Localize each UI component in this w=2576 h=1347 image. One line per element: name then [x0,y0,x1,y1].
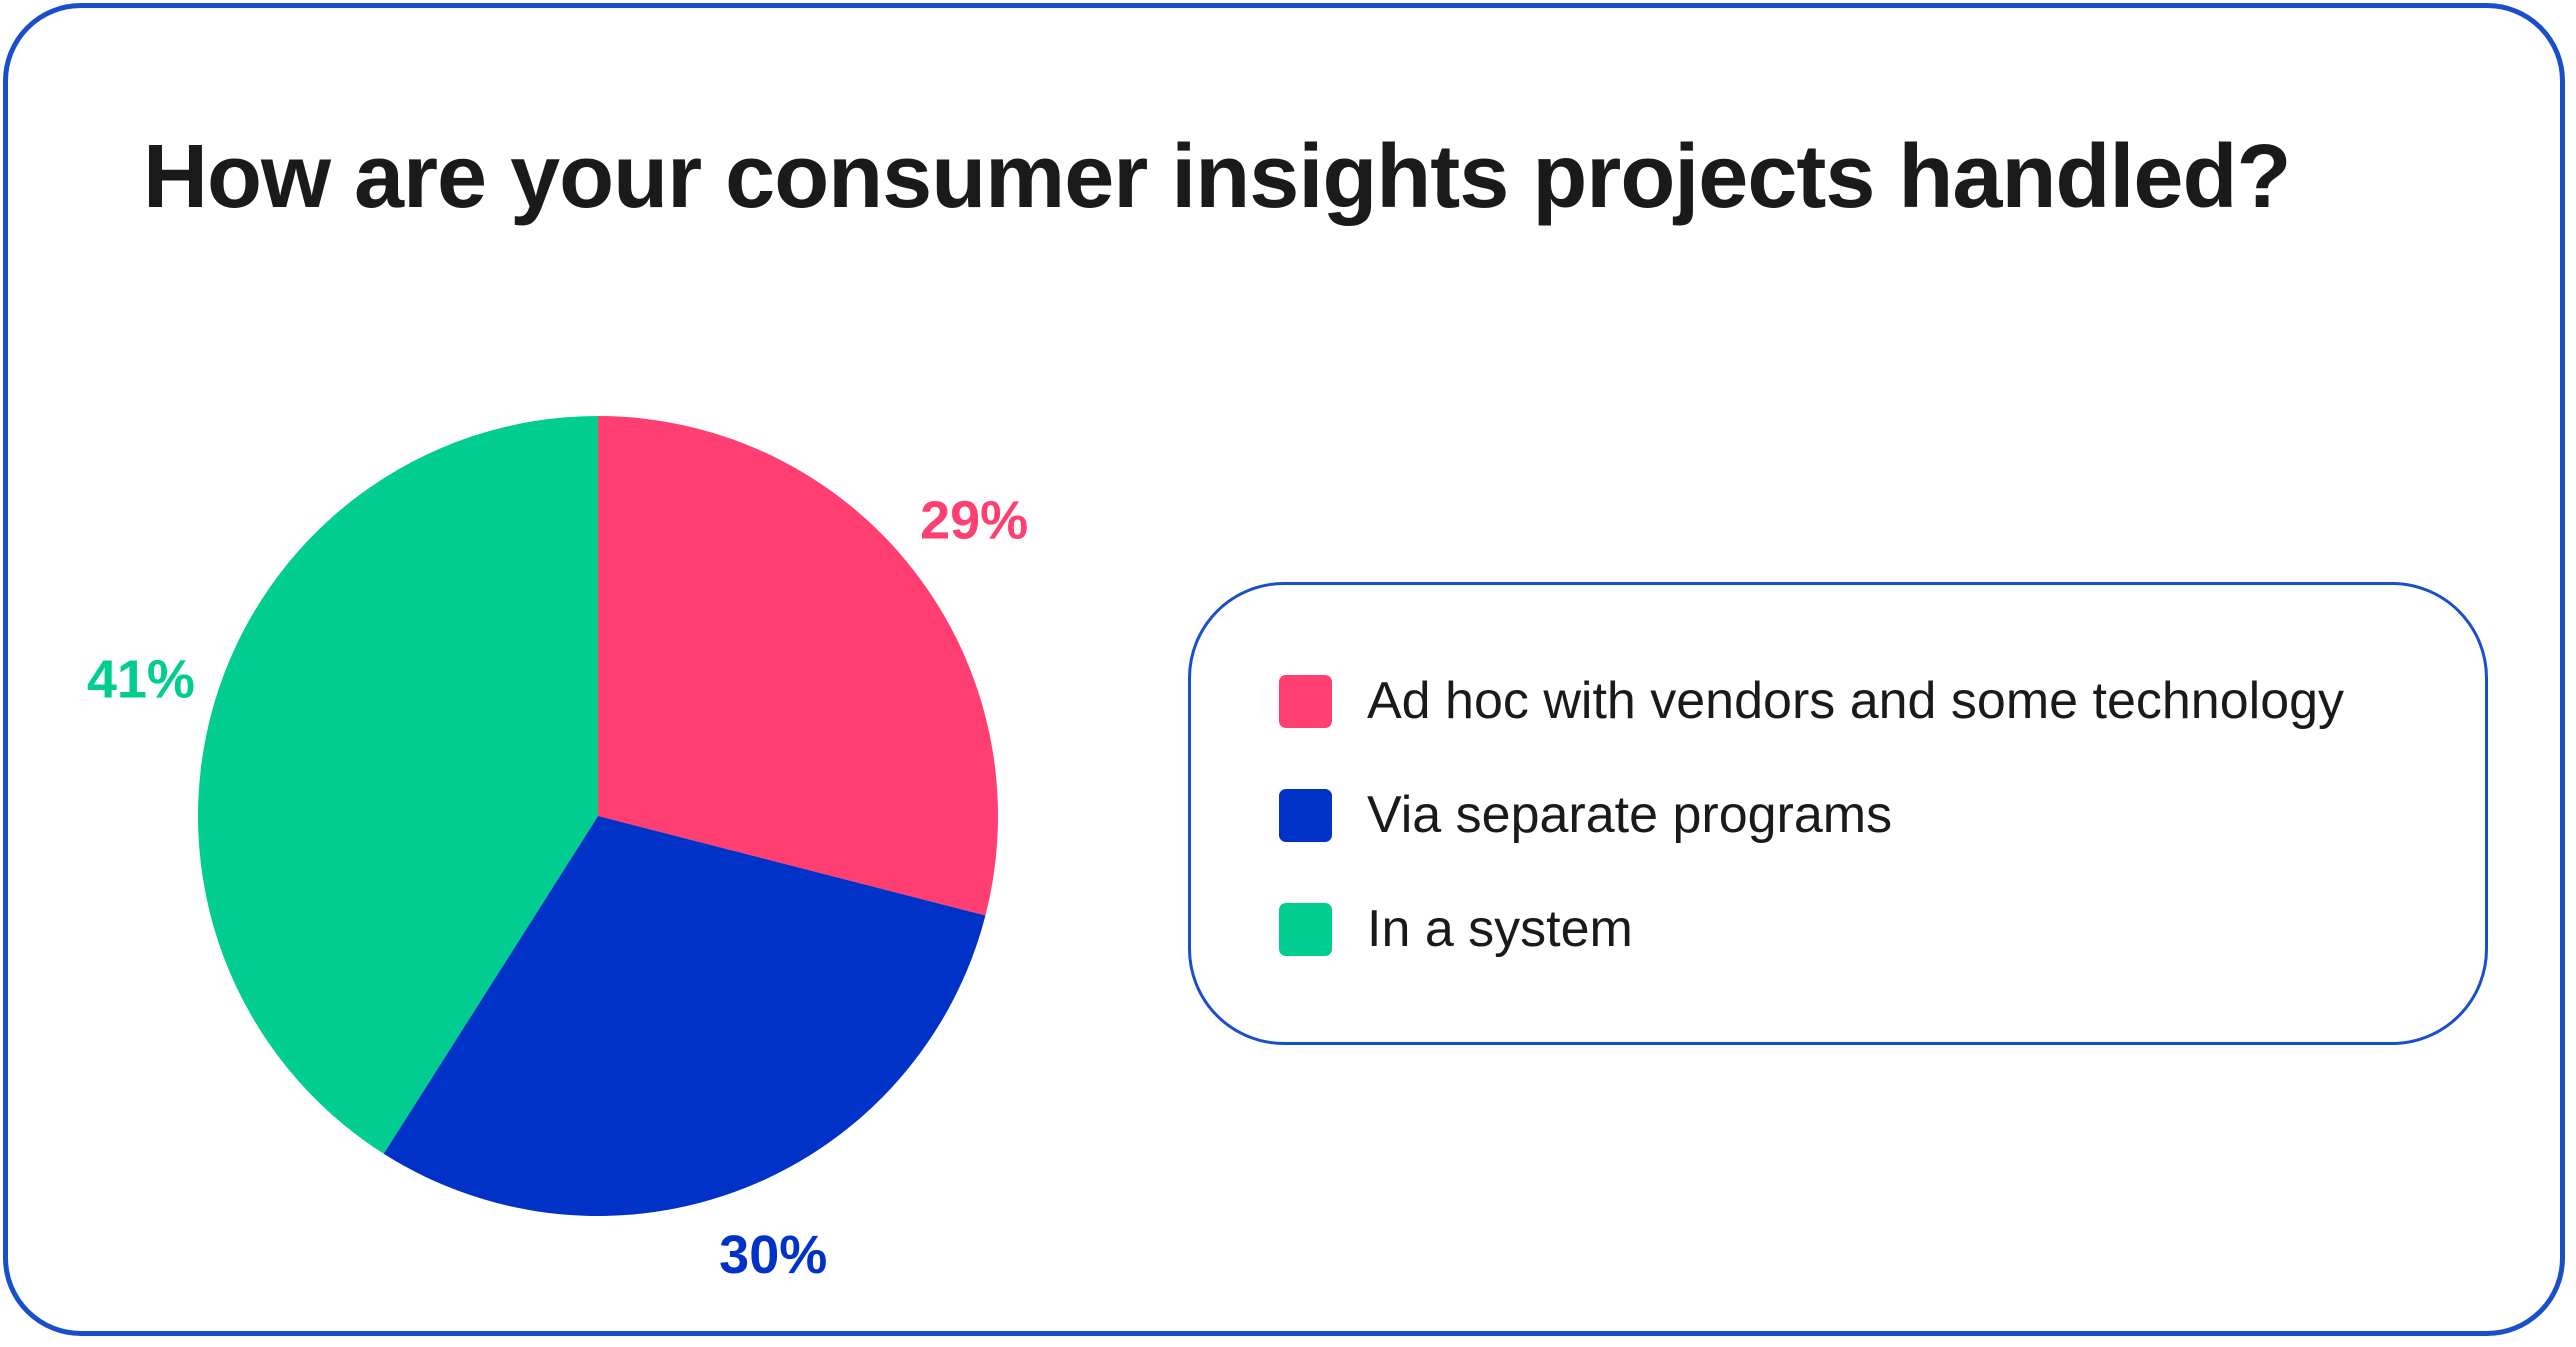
pie-slice-ad-hoc [598,416,998,916]
pie-label-system: 41% [87,649,195,709]
legend-item-separate-programs: Via separate programs [1279,785,1892,845]
pie-chart: 29% 30% 41% [87,416,1028,1285]
pie-label-separate-programs: 30% [719,1225,827,1285]
pie-slice-system [198,416,598,1154]
pie-slice-separate-programs [383,816,986,1216]
legend: Ad hoc with vendors and some technology … [1188,582,2488,1045]
legend-item-ad-hoc: Ad hoc with vendors and some technology [1279,671,2344,731]
legend-item-system: In a system [1279,899,1633,959]
chart-title: How are your consumer insights projects … [143,127,2291,227]
pie-label-ad-hoc: 29% [920,491,1028,551]
legend-swatch-ad-hoc [1279,674,1332,728]
chart-card: How are your consumer insights projects … [3,3,2565,1336]
legend-label-ad-hoc: Ad hoc with vendors and some technology [1367,672,2345,730]
legend-swatch-separate-programs [1279,788,1332,842]
legend-label-separate-programs: Via separate programs [1367,786,1893,844]
legend-swatch-system [1279,902,1332,956]
legend-label-system: In a system [1367,900,1633,958]
